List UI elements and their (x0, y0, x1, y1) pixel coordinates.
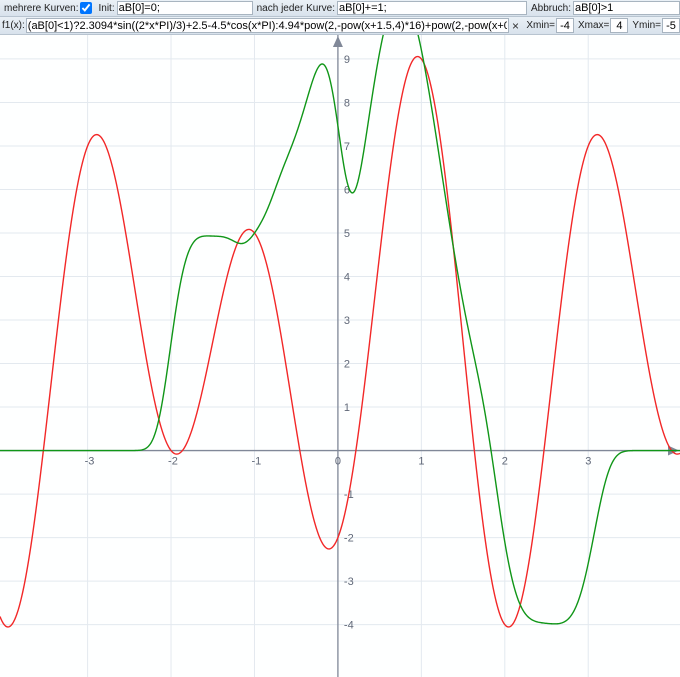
svg-text:-2: -2 (344, 533, 354, 545)
init-input[interactable] (117, 1, 253, 15)
svg-text:0: 0 (335, 456, 341, 468)
toolbar-row-1: mehrere Kurven: Init: nach jeder Kurve: … (0, 0, 680, 17)
ymin-input[interactable] (662, 18, 680, 33)
step-label: nach jeder Kurve: (253, 3, 337, 14)
svg-text:-4: -4 (344, 620, 354, 632)
xmin-input[interactable] (556, 18, 574, 33)
svg-text:8: 8 (344, 97, 350, 109)
curve-f-green (0, 35, 680, 624)
svg-text:-1: -1 (251, 456, 261, 468)
svg-text:4: 4 (344, 272, 350, 284)
svg-text:3: 3 (585, 456, 591, 468)
svg-text:-2: -2 (168, 456, 178, 468)
fn-input[interactable] (26, 18, 509, 33)
fn-label: f1(x): (0, 20, 26, 31)
svg-text:2: 2 (344, 359, 350, 371)
svg-text:9: 9 (344, 54, 350, 66)
svg-text:1: 1 (344, 402, 350, 414)
svg-text:3: 3 (344, 315, 350, 327)
close-icon[interactable]: × (509, 19, 523, 33)
ymin-label: Ymin= (628, 20, 662, 31)
svg-text:-3: -3 (85, 456, 95, 468)
xmax-label: Xmax= (574, 20, 610, 31)
multi-curves-checkbox[interactable] (80, 2, 92, 14)
svg-text:2: 2 (502, 456, 508, 468)
svg-text:5: 5 (344, 228, 350, 240)
init-label: Init: (94, 3, 116, 14)
abort-label: Abbruch: (527, 3, 573, 14)
xmax-input[interactable] (610, 18, 628, 33)
toolbar-row-2: f1(x): × Xmin= Xmax= Ymin= (0, 17, 680, 35)
multi-curves-label: mehrere Kurven: (0, 3, 80, 14)
svg-text:-3: -3 (344, 576, 354, 588)
abort-input[interactable] (573, 1, 680, 15)
svg-text:1: 1 (418, 456, 424, 468)
svg-text:7: 7 (344, 141, 350, 153)
xmin-label: Xmin= (522, 20, 556, 31)
plot-area: -3-2-10123-4-3-2-1123456789 (0, 35, 680, 677)
step-input[interactable] (337, 1, 527, 15)
svg-text:6: 6 (344, 184, 350, 196)
